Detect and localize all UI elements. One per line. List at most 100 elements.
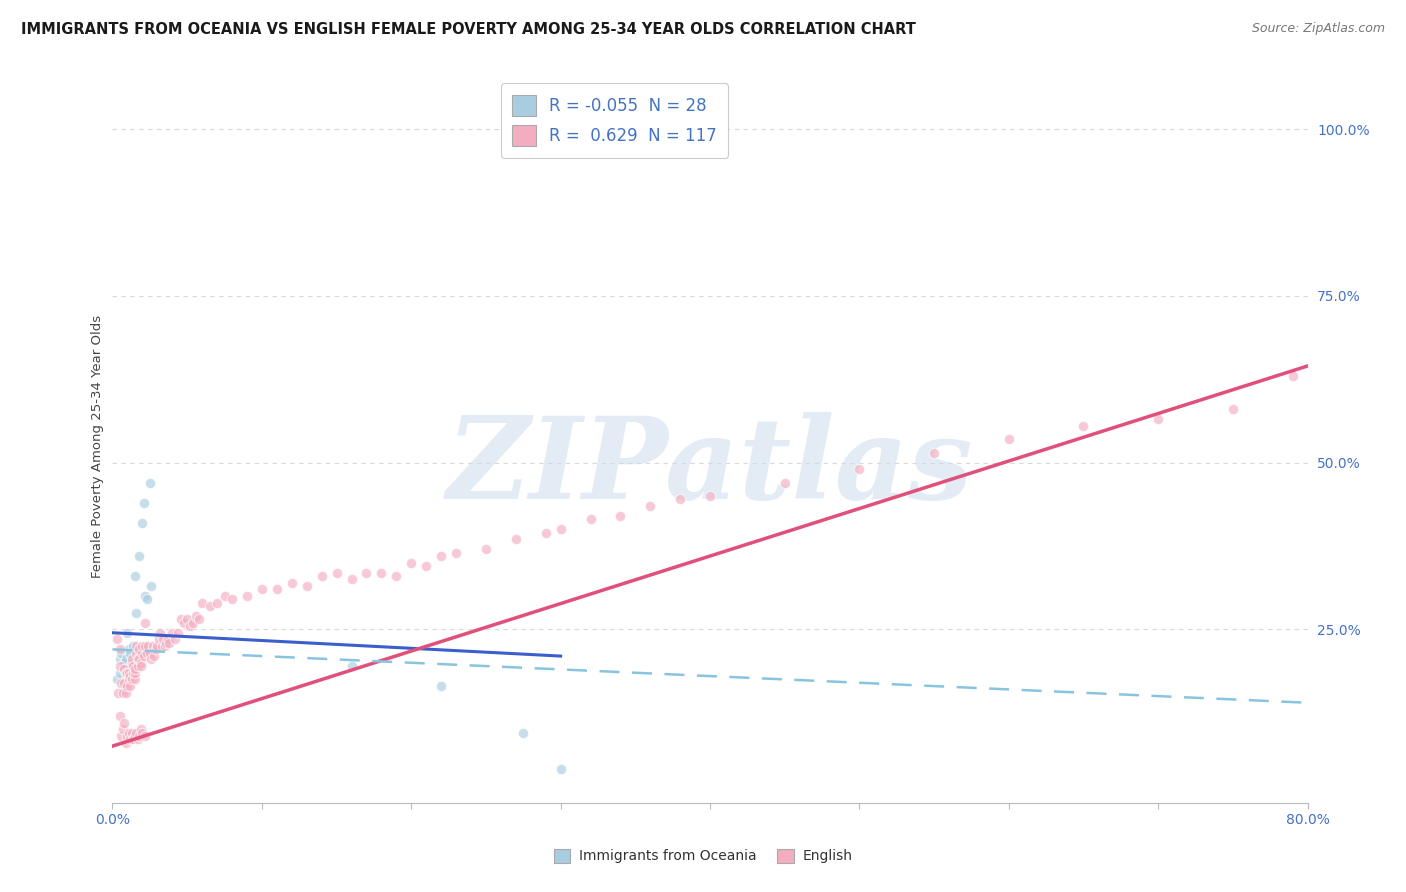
Point [118, 725, 141, 739]
Point [295, 579, 318, 593]
Point [340, 573, 363, 587]
Point [114, 656, 135, 670]
Point [430, 549, 453, 563]
Point [131, 725, 153, 739]
Point [142, 639, 165, 653]
Point [122, 732, 145, 747]
Point [108, 659, 131, 673]
Point [117, 625, 139, 640]
Point [143, 649, 166, 664]
Point [669, 492, 692, 507]
Point [131, 646, 153, 660]
Point [148, 632, 170, 647]
Point [150, 639, 173, 653]
Point [105, 632, 128, 647]
Legend: Immigrants from Oceania, English: Immigrants from Oceania, English [548, 843, 858, 869]
Point [156, 632, 179, 647]
Point [114, 715, 135, 730]
Point [121, 652, 143, 666]
Point [135, 592, 157, 607]
Point [162, 625, 183, 640]
Point [205, 596, 228, 610]
Point [534, 525, 557, 540]
Point [105, 673, 128, 687]
Point [129, 656, 152, 670]
Point [111, 686, 134, 700]
Point [430, 679, 453, 693]
Point [155, 636, 177, 650]
Point [120, 646, 142, 660]
Legend: R = -0.055  N = 28, R =  0.629  N = 117: R = -0.055 N = 28, R = 0.629 N = 117 [501, 83, 728, 158]
Point [179, 619, 201, 633]
Point [115, 665, 138, 680]
Point [114, 675, 135, 690]
Point [115, 736, 138, 750]
Point [139, 646, 162, 660]
Point [188, 612, 211, 626]
Point [122, 665, 145, 680]
Point [149, 625, 172, 640]
Point [167, 625, 190, 640]
Point [110, 729, 132, 743]
Point [550, 763, 572, 777]
Point [118, 673, 141, 687]
Point [236, 589, 259, 603]
Point [125, 725, 148, 739]
Point [125, 606, 148, 620]
Point [108, 642, 131, 657]
Point [340, 659, 363, 673]
Point [145, 642, 167, 657]
Point [122, 659, 145, 673]
Point [134, 639, 156, 653]
Point [128, 642, 150, 657]
Point [370, 566, 392, 580]
Point [118, 665, 141, 680]
Point [131, 516, 153, 530]
Point [281, 575, 304, 590]
Point [120, 732, 142, 747]
Point [139, 475, 162, 490]
Point [111, 682, 134, 697]
Point [120, 659, 142, 673]
Point [120, 679, 142, 693]
Point [1073, 419, 1095, 434]
Point [153, 639, 176, 653]
Point [1222, 402, 1244, 417]
Point [117, 729, 139, 743]
Point [118, 642, 141, 657]
Point [141, 579, 163, 593]
Point [121, 656, 143, 670]
Point [385, 569, 408, 583]
Point [444, 546, 467, 560]
Point [127, 732, 149, 747]
Point [117, 679, 139, 693]
Point [127, 659, 149, 673]
Point [115, 652, 138, 666]
Point [129, 723, 152, 737]
Point [512, 725, 534, 739]
Point [170, 612, 193, 626]
Point [131, 639, 153, 653]
Point [111, 723, 134, 737]
Point [121, 665, 143, 680]
Point [124, 729, 146, 743]
Point [134, 589, 156, 603]
Point [108, 665, 131, 680]
Point [127, 652, 149, 666]
Point [186, 609, 208, 624]
Point [121, 725, 143, 739]
Point [152, 632, 174, 647]
Point [125, 646, 148, 660]
Point [132, 649, 155, 664]
Point [1281, 368, 1303, 383]
Point [132, 496, 155, 510]
Point [214, 589, 236, 603]
Point [848, 462, 870, 476]
Point [579, 512, 602, 526]
Text: IMMIGRANTS FROM OCEANIA VS ENGLISH FEMALE POVERTY AMONG 25-34 YEAR OLDS CORRELAT: IMMIGRANTS FROM OCEANIA VS ENGLISH FEMAL… [21, 22, 915, 37]
Point [198, 599, 221, 613]
Point [609, 509, 631, 524]
Point [124, 569, 146, 583]
Point [120, 669, 142, 683]
Point [122, 662, 145, 676]
